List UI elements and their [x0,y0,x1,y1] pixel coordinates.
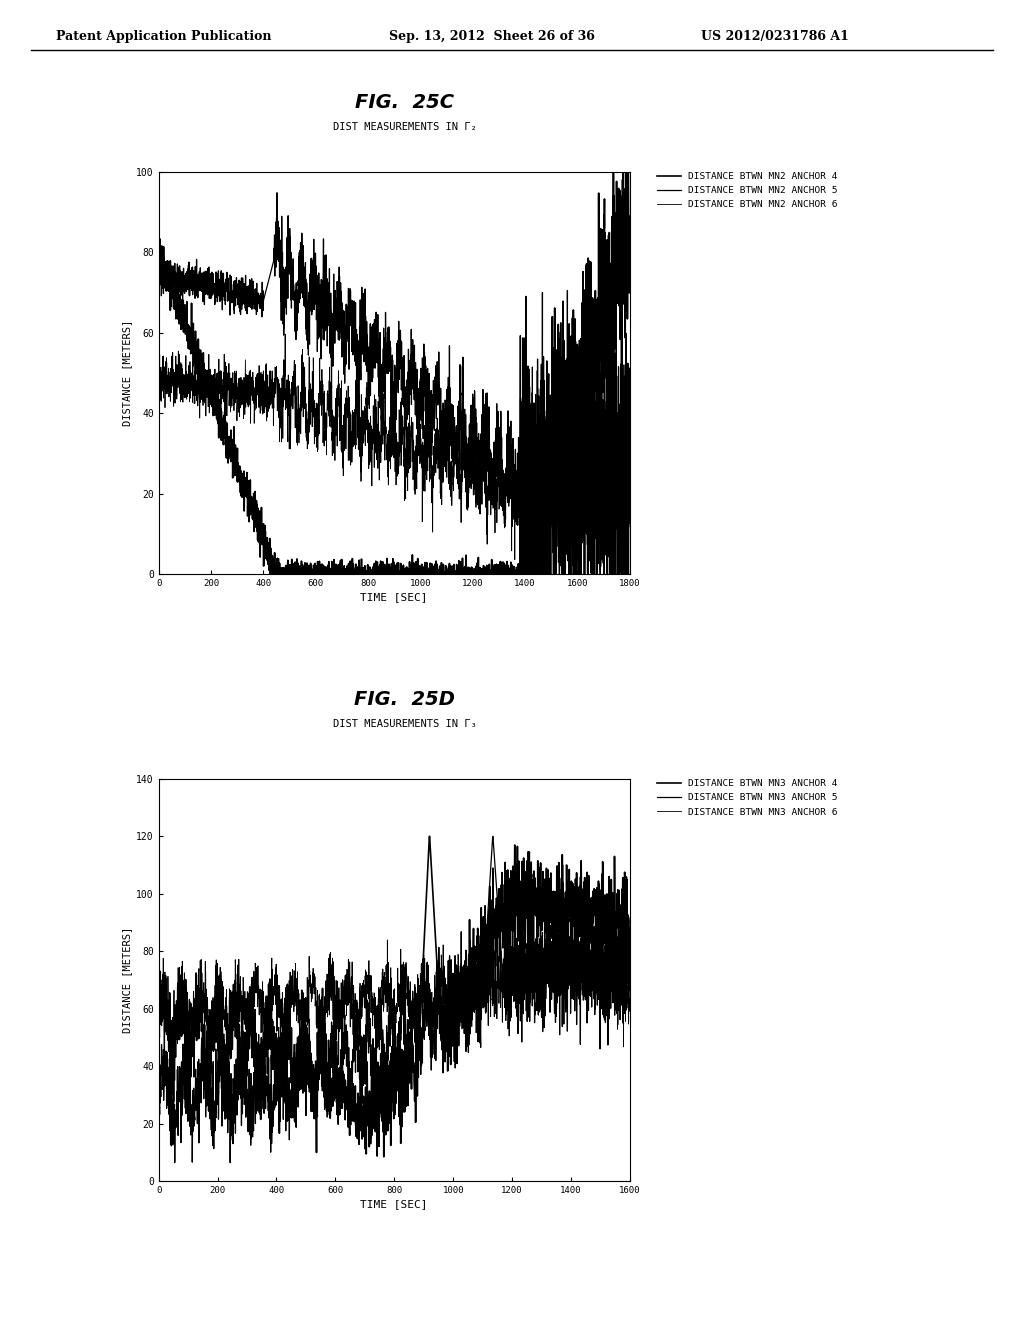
DISTANCE BTWN MN2 ANCHOR 4 [607,164,620,180]
Line: DISTANCE BTWN MN3 ANCHOR 4: DISTANCE BTWN MN3 ANCHOR 4 [159,837,630,1156]
DISTANCE BTWN MN3 ANCHOR 4 [335,1097,347,1113]
X-axis label: TIME [SEC]: TIME [SEC] [360,1200,428,1209]
DISTANCE BTWN MN3 ANCHOR 4 [423,829,435,845]
Legend: DISTANCE BTWN MN3 ANCHOR 4, DISTANCE BTWN MN3 ANCHOR 5, DISTANCE BTWN MN3 ANCHOR: DISTANCE BTWN MN3 ANCHOR 4, DISTANCE BTW… [653,775,842,821]
Line: DISTANCE BTWN MN2 ANCHOR 5: DISTANCE BTWN MN2 ANCHOR 5 [159,193,630,574]
DISTANCE BTWN MN2 ANCHOR 6 [564,511,577,527]
DISTANCE BTWN MN2 ANCHOR 5 [353,331,366,347]
Text: Patent Application Publication: Patent Application Publication [56,30,271,44]
DISTANCE BTWN MN3 ANCHOR 4 [416,983,428,999]
DISTANCE BTWN MN2 ANCHOR 6 [624,453,636,469]
DISTANCE BTWN MN2 ANCHOR 4 [334,566,346,582]
Text: FIG.  25D: FIG. 25D [354,690,455,709]
DISTANCE BTWN MN2 ANCHOR 4 [234,484,247,500]
DISTANCE BTWN MN3 ANCHOR 5 [537,1024,549,1040]
DISTANCE BTWN MN3 ANCHOR 4 [573,928,586,944]
DISTANCE BTWN MN3 ANCHOR 6 [416,968,428,983]
DISTANCE BTWN MN2 ANCHOR 6 [234,389,247,405]
DISTANCE BTWN MN2 ANCHOR 6 [353,436,366,451]
X-axis label: TIME [SEC]: TIME [SEC] [360,593,428,602]
Y-axis label: DISTANCE [METERS]: DISTANCE [METERS] [122,927,132,1034]
DISTANCE BTWN MN3 ANCHOR 5 [486,829,499,845]
DISTANCE BTWN MN3 ANCHOR 5 [169,1155,181,1171]
DISTANCE BTWN MN2 ANCHOR 6 [206,378,218,393]
DISTANCE BTWN MN2 ANCHOR 4 [264,566,276,582]
DISTANCE BTWN MN2 ANCHOR 4 [153,239,165,255]
Line: DISTANCE BTWN MN2 ANCHOR 6: DISTANCE BTWN MN2 ANCHOR 6 [159,321,630,574]
DISTANCE BTWN MN3 ANCHOR 4 [378,1148,390,1164]
Text: DIST MEASUREMENTS IN Γ₃: DIST MEASUREMENTS IN Γ₃ [333,718,476,729]
DISTANCE BTWN MN2 ANCHOR 6 [591,313,603,329]
DISTANCE BTWN MN2 ANCHOR 4 [353,566,366,582]
DISTANCE BTWN MN2 ANCHOR 6 [153,401,165,417]
Text: FIG.  25C: FIG. 25C [355,94,454,112]
DISTANCE BTWN MN3 ANCHOR 5 [162,1078,174,1094]
DISTANCE BTWN MN2 ANCHOR 5 [234,282,247,298]
DISTANCE BTWN MN2 ANCHOR 4 [614,219,627,235]
DISTANCE BTWN MN3 ANCHOR 6 [557,857,569,873]
Text: DIST MEASUREMENTS IN Γ₂: DIST MEASUREMENTS IN Γ₂ [333,121,476,132]
DISTANCE BTWN MN3 ANCHOR 4 [153,1035,165,1051]
DISTANCE BTWN MN2 ANCHOR 5 [153,280,165,296]
DISTANCE BTWN MN3 ANCHOR 5 [336,1047,348,1063]
DISTANCE BTWN MN2 ANCHOR 5 [514,566,526,582]
DISTANCE BTWN MN3 ANCHOR 5 [573,954,586,970]
DISTANCE BTWN MN2 ANCHOR 6 [517,566,529,582]
DISTANCE BTWN MN3 ANCHOR 5 [416,1052,428,1068]
DISTANCE BTWN MN2 ANCHOR 6 [614,473,627,488]
DISTANCE BTWN MN3 ANCHOR 6 [556,908,568,924]
DISTANCE BTWN MN2 ANCHOR 6 [333,408,345,424]
DISTANCE BTWN MN2 ANCHOR 5 [624,438,636,454]
DISTANCE BTWN MN3 ANCHOR 6 [333,1057,345,1073]
DISTANCE BTWN MN3 ANCHOR 4 [162,1030,174,1045]
DISTANCE BTWN MN3 ANCHOR 5 [556,986,568,1002]
DISTANCE BTWN MN2 ANCHOR 4 [624,231,636,247]
DISTANCE BTWN MN3 ANCHOR 4 [556,880,568,896]
DISTANCE BTWN MN3 ANCHOR 5 [624,982,636,998]
DISTANCE BTWN MN3 ANCHOR 6 [162,1006,174,1022]
DISTANCE BTWN MN3 ANCHOR 5 [153,1097,165,1113]
DISTANCE BTWN MN3 ANCHOR 4 [624,941,636,957]
Line: DISTANCE BTWN MN2 ANCHOR 4: DISTANCE BTWN MN2 ANCHOR 4 [159,172,630,574]
DISTANCE BTWN MN3 ANCHOR 6 [573,965,586,981]
DISTANCE BTWN MN2 ANCHOR 4 [206,389,218,405]
Text: US 2012/0231786 A1: US 2012/0231786 A1 [701,30,849,44]
DISTANCE BTWN MN2 ANCHOR 5 [270,185,283,201]
DISTANCE BTWN MN3 ANCHOR 4 [537,898,549,913]
DISTANCE BTWN MN3 ANCHOR 6 [624,998,636,1014]
DISTANCE BTWN MN3 ANCHOR 6 [153,995,165,1011]
DISTANCE BTWN MN2 ANCHOR 5 [564,475,577,491]
Y-axis label: DISTANCE [METERS]: DISTANCE [METERS] [122,319,132,426]
DISTANCE BTWN MN2 ANCHOR 5 [334,268,346,284]
DISTANCE BTWN MN2 ANCHOR 5 [614,519,627,535]
Text: Sep. 13, 2012  Sheet 26 of 36: Sep. 13, 2012 Sheet 26 of 36 [389,30,595,44]
DISTANCE BTWN MN2 ANCHOR 5 [206,286,218,302]
DISTANCE BTWN MN2 ANCHOR 4 [564,378,577,393]
DISTANCE BTWN MN3 ANCHOR 6 [336,1018,348,1034]
Legend: DISTANCE BTWN MN2 ANCHOR 4, DISTANCE BTWN MN2 ANCHOR 5, DISTANCE BTWN MN2 ANCHOR: DISTANCE BTWN MN2 ANCHOR 4, DISTANCE BTW… [653,168,842,214]
DISTANCE BTWN MN3 ANCHOR 6 [537,925,549,941]
Line: DISTANCE BTWN MN3 ANCHOR 6: DISTANCE BTWN MN3 ANCHOR 6 [159,865,630,1065]
Line: DISTANCE BTWN MN3 ANCHOR 5: DISTANCE BTWN MN3 ANCHOR 5 [159,837,630,1163]
